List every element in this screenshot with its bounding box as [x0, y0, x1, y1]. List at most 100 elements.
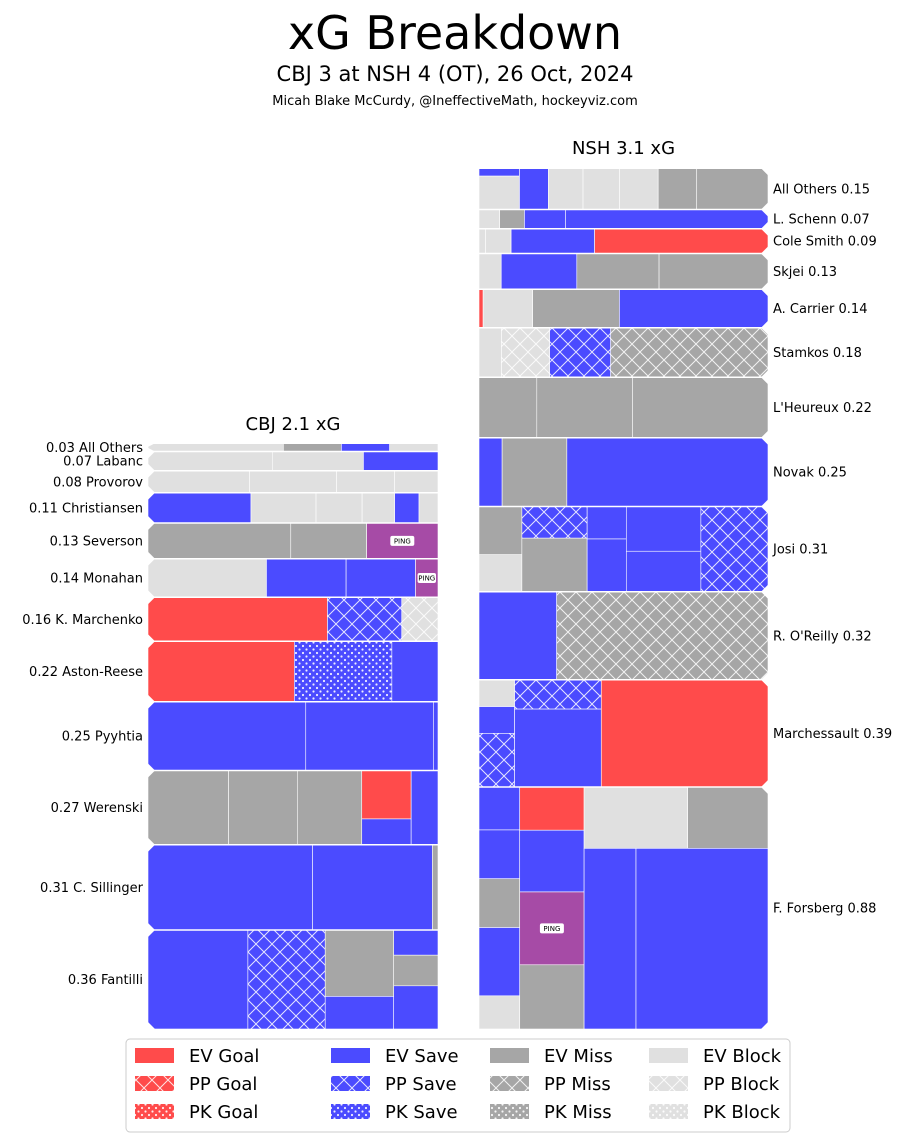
player-group-werenski: 0.27 Werenski — [51, 769, 439, 846]
player-label: 0.22 Aston-Reese — [29, 665, 143, 680]
shot-save-ev — [361, 818, 412, 846]
legend-label: EV Miss — [544, 1046, 613, 1067]
chart-subtitle: CBJ 3 at NSH 4 (OT), 26 Oct, 2024 — [276, 62, 634, 86]
player-label: 0.07 Labanc — [63, 455, 143, 470]
shot-save-ev — [324, 996, 394, 1030]
pp-hatch — [401, 597, 438, 642]
shot-save-ev — [478, 167, 520, 177]
pp-hatch — [479, 733, 515, 787]
legend-entry-ev-block: EV Block — [649, 1046, 782, 1067]
legend-label: PK Block — [703, 1102, 781, 1123]
shot-save-ev — [393, 929, 439, 956]
shot-miss-ev — [324, 929, 394, 997]
row-notch — [761, 168, 769, 210]
shot-goal-ev — [594, 228, 769, 254]
legend-pk-hatch — [649, 1104, 688, 1119]
pp-hatch — [514, 679, 602, 710]
team-title: NSH 3.1 xG — [572, 138, 675, 159]
row-notch — [147, 443, 155, 452]
row-notch — [147, 558, 155, 598]
legend-pp-hatch — [490, 1076, 529, 1091]
team-title: CBJ 2.1 xG — [246, 414, 341, 435]
shot-block-ev — [478, 679, 515, 707]
player-group-c-sillinger: 0.31 C. Sillinger — [40, 844, 439, 931]
ping-label: PING — [543, 925, 560, 933]
shot-goal-ev — [600, 679, 769, 788]
shot-miss-ev — [657, 167, 698, 210]
row-notch — [761, 289, 769, 328]
row-notch — [147, 641, 155, 702]
pp-hatch — [247, 930, 326, 1029]
shot-save-ev — [519, 829, 585, 893]
player-label: 0.11 Christiansen — [29, 501, 143, 516]
shot-save-ev — [519, 167, 549, 210]
row-notch — [147, 523, 155, 559]
shot-miss-ev — [519, 964, 585, 1030]
shot-block-ev — [271, 451, 364, 472]
shot-save-ev — [478, 591, 557, 681]
player-label: Skjei 0.13 — [773, 265, 837, 280]
player-label: 0.16 K. Marchenko — [22, 613, 143, 628]
shot-save-ev — [393, 985, 439, 1030]
player-label: 0.27 Werenski — [51, 801, 143, 816]
shot-miss-ev — [290, 522, 367, 560]
shot-save-ev — [586, 506, 627, 540]
shot-miss-ev — [147, 522, 292, 560]
shot-save-ev — [586, 538, 627, 593]
row-notch — [147, 451, 155, 471]
player-label: A. Carrier 0.14 — [773, 302, 867, 317]
legend-pk-hatch — [490, 1104, 529, 1119]
legend-entry-pk-save: PK Save — [331, 1102, 458, 1123]
shot-save-ev — [478, 829, 521, 880]
shot-miss-ev — [478, 376, 538, 439]
shot-miss-ev — [532, 288, 620, 329]
pp-hatch — [327, 597, 402, 642]
ping-badge — [417, 573, 436, 583]
shot-save-ev — [433, 701, 439, 771]
shot-miss-ev — [536, 376, 633, 439]
shot-miss-ev — [521, 537, 588, 593]
shot-block-ev — [147, 451, 273, 472]
shot-save-ev — [478, 786, 521, 831]
shot-save-ev — [478, 706, 515, 734]
player-group-pyyhtia: 0.25 Pyyhtia — [62, 701, 439, 771]
player-label: R. O'Reilly 0.32 — [773, 629, 872, 644]
shot-miss-ev — [478, 878, 521, 928]
player-label: 0.03 All Others — [46, 441, 143, 456]
shot-block-ev — [249, 470, 337, 494]
row-notch — [147, 701, 155, 771]
shot-save-ev — [565, 209, 769, 230]
shot-save-ev — [478, 437, 503, 507]
player-group-provorov: 0.08 Provorov — [53, 470, 439, 494]
player-label: All Others 0.15 — [773, 182, 870, 197]
team-panel-nsh: NSH 3.1 xG All Others 0.15 L. Schenn 0.07 C… — [478, 138, 892, 1030]
shot-save-ev — [391, 640, 439, 703]
legend-label: EV Block — [703, 1046, 782, 1067]
pp-hatch — [549, 327, 611, 378]
player-group-novak: Novak 0.25 — [478, 437, 847, 507]
ping-badge — [539, 923, 564, 934]
row-notch — [147, 492, 155, 523]
row-notch — [761, 327, 769, 378]
legend-label: PP Save — [385, 1074, 457, 1095]
shot-save-ev — [619, 288, 769, 329]
player-group-cole-smith: Cole Smith 0.09 — [478, 228, 877, 254]
shot-save-ev — [312, 844, 433, 931]
shot-goal-ev — [519, 786, 585, 831]
legend-pp-hatch — [135, 1076, 174, 1091]
legend-swatch — [331, 1048, 370, 1063]
shot-miss-ev — [228, 770, 298, 846]
shot-block-ev — [394, 470, 439, 494]
shot-save-ev — [478, 927, 521, 997]
legend-label: PP Miss — [544, 1074, 611, 1095]
player-group-aston-reese: 0.22 Aston-Reese — [29, 640, 439, 703]
shot-miss-ev — [687, 786, 769, 849]
legend-swatch — [490, 1048, 529, 1063]
shot-save-ev — [147, 701, 307, 771]
shot-save-ev — [583, 848, 637, 1030]
player-label: Josi 0.31 — [772, 543, 828, 558]
shot-miss-ev — [147, 770, 229, 846]
shot-save-ev — [305, 701, 434, 771]
shot-miss-ev — [393, 954, 439, 987]
shot-block-ev — [478, 327, 502, 378]
